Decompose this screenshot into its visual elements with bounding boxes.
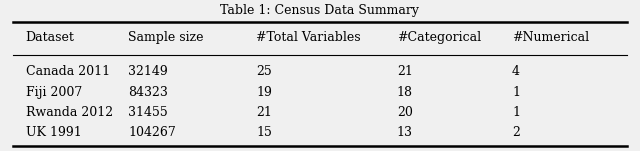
Text: 1: 1 — [512, 86, 520, 99]
Text: Fiji 2007: Fiji 2007 — [26, 86, 82, 99]
Text: Dataset: Dataset — [26, 31, 74, 44]
Text: 1: 1 — [512, 106, 520, 119]
Text: 19: 19 — [256, 86, 272, 99]
Text: Rwanda 2012: Rwanda 2012 — [26, 106, 113, 119]
Text: 21: 21 — [256, 106, 272, 119]
Text: Table 1: Census Data Summary: Table 1: Census Data Summary — [221, 4, 419, 17]
Text: 25: 25 — [256, 65, 272, 78]
Text: 31455: 31455 — [128, 106, 168, 119]
Text: 18: 18 — [397, 86, 413, 99]
Text: #Numerical: #Numerical — [512, 31, 589, 44]
Text: Sample size: Sample size — [128, 31, 204, 44]
Text: #Categorical: #Categorical — [397, 31, 481, 44]
Text: UK 1991: UK 1991 — [26, 126, 81, 139]
Text: 21: 21 — [397, 65, 413, 78]
Text: 2: 2 — [512, 126, 520, 139]
Text: 32149: 32149 — [128, 65, 168, 78]
Text: 84323: 84323 — [128, 86, 168, 99]
Text: 15: 15 — [256, 126, 272, 139]
Text: Canada 2011: Canada 2011 — [26, 65, 109, 78]
Text: 13: 13 — [397, 126, 413, 139]
Text: #Total Variables: #Total Variables — [256, 31, 360, 44]
Text: 4: 4 — [512, 65, 520, 78]
Text: 20: 20 — [397, 106, 413, 119]
Text: 104267: 104267 — [128, 126, 176, 139]
